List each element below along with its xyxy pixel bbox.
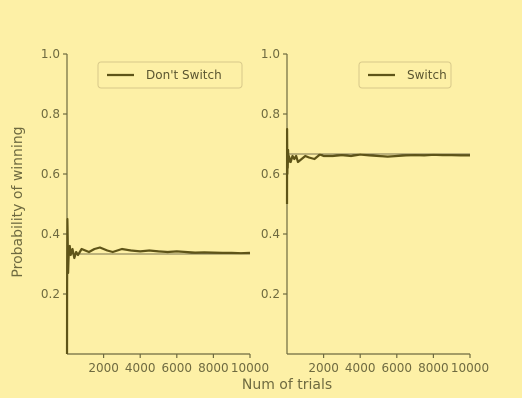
x-tick-label: 8000 bbox=[418, 361, 449, 375]
y-tick-label: 0.6 bbox=[41, 167, 60, 181]
y-tick-label: 0.4 bbox=[41, 227, 60, 241]
x-tick-label: 2000 bbox=[308, 361, 339, 375]
legend-box bbox=[97, 61, 243, 89]
x-tick-label: 8000 bbox=[198, 361, 229, 375]
x-tick-label: 6000 bbox=[162, 361, 193, 375]
y-tick-label: 1.0 bbox=[261, 47, 280, 61]
y-tick-label: 1.0 bbox=[41, 47, 60, 61]
y-axis-label: Probability of winning bbox=[10, 126, 26, 277]
series-line bbox=[65, 217, 251, 355]
series-line bbox=[285, 127, 470, 205]
y-tick-label: 0.8 bbox=[41, 107, 60, 121]
x-tick-label: 10000 bbox=[451, 361, 489, 375]
panel-switch: 0.2 0.4 0.6 0.8 1.0 2000 4000 6000 8000 10000 Swit… bbox=[261, 47, 489, 375]
y-tick-label: 0.2 bbox=[41, 287, 60, 301]
x-tick-label: 4000 bbox=[125, 361, 156, 375]
legend-label: Switch bbox=[407, 68, 447, 82]
x-tick-label: 10000 bbox=[231, 361, 269, 375]
x-axis-label: Num of trials bbox=[242, 377, 332, 393]
y-tick-label: 0.6 bbox=[261, 167, 280, 181]
x-tick-label: 6000 bbox=[382, 361, 413, 375]
legend: Don't Switch bbox=[97, 61, 243, 89]
y-tick-label: 0.2 bbox=[261, 287, 280, 301]
x-tick-label: 4000 bbox=[345, 361, 376, 375]
panel-dont-switch: 0.2 0.4 0.6 0.8 1.0 2000 4000 6000 8000 10000 Don'… bbox=[41, 47, 269, 375]
y-tick-label: 0.8 bbox=[261, 107, 280, 121]
legend: Switch bbox=[358, 61, 452, 89]
y-tick-label: 0.4 bbox=[261, 227, 280, 241]
legend-box bbox=[358, 61, 452, 89]
legend-label: Don't Switch bbox=[146, 68, 222, 82]
x-tick-label: 2000 bbox=[88, 361, 119, 375]
figure: 0.2 0.4 0.6 0.8 1.0 2000 4000 6000 8000 10000 Don'… bbox=[0, 0, 522, 398]
